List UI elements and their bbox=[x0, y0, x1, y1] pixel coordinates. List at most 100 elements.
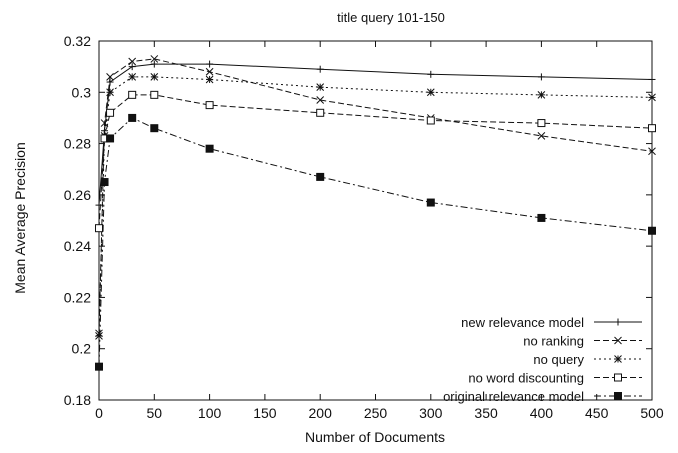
data-point bbox=[426, 198, 435, 207]
data-point-part bbox=[205, 144, 214, 153]
data-point-part bbox=[648, 124, 656, 133]
data-point-part bbox=[648, 93, 656, 102]
series-line bbox=[98, 58, 653, 334]
data-point-part bbox=[128, 73, 137, 81]
data-point bbox=[648, 93, 656, 102]
series-3 bbox=[95, 90, 656, 233]
data-point-part bbox=[316, 96, 325, 104]
data-point-part bbox=[316, 83, 325, 92]
x-tick-label: 250 bbox=[364, 405, 388, 421]
data-point bbox=[128, 57, 137, 66]
series-line bbox=[98, 76, 653, 336]
data-point-part bbox=[106, 73, 114, 81]
data-point bbox=[128, 90, 137, 99]
x-tick-label: 350 bbox=[474, 405, 498, 421]
legend-marker bbox=[614, 373, 622, 382]
legend-marker bbox=[614, 392, 622, 400]
x-tick-label: 450 bbox=[585, 405, 609, 421]
x-tick-label: 150 bbox=[253, 405, 277, 421]
data-point bbox=[128, 113, 137, 122]
data-point bbox=[95, 224, 103, 233]
series-group bbox=[95, 55, 656, 371]
legend-marker-part bbox=[614, 392, 622, 400]
legend-label: no query bbox=[533, 352, 584, 367]
data-point-part bbox=[648, 147, 656, 156]
data-point-part bbox=[205, 75, 214, 84]
data-point-part bbox=[537, 90, 546, 99]
data-point bbox=[128, 63, 136, 71]
data-point-part bbox=[537, 213, 546, 222]
data-point-part bbox=[100, 178, 109, 187]
data-point bbox=[648, 124, 656, 133]
x-tick-label: 100 bbox=[198, 405, 222, 421]
data-point-part bbox=[426, 198, 435, 207]
data-point bbox=[537, 73, 545, 81]
data-point bbox=[95, 362, 103, 371]
data-point-part bbox=[128, 57, 137, 66]
legend-marker-part bbox=[614, 355, 622, 363]
series-4 bbox=[95, 113, 656, 371]
series-0 bbox=[95, 60, 656, 209]
data-point bbox=[648, 226, 656, 235]
data-point bbox=[106, 108, 115, 117]
data-point bbox=[205, 101, 214, 110]
y-tick-label: 0.18 bbox=[64, 392, 91, 408]
data-point bbox=[316, 65, 324, 73]
data-point bbox=[106, 73, 114, 81]
data-point-part bbox=[537, 119, 546, 128]
data-point bbox=[316, 96, 325, 104]
data-point bbox=[150, 124, 159, 133]
data-point bbox=[128, 73, 137, 81]
legend-marker bbox=[614, 336, 622, 345]
y-tick-label: 0.3 bbox=[72, 84, 92, 100]
data-point bbox=[537, 90, 546, 99]
series-1 bbox=[95, 55, 656, 338]
chart-title: title query 101-150 bbox=[337, 10, 445, 25]
series-2 bbox=[95, 73, 656, 340]
data-point bbox=[537, 213, 546, 222]
data-point bbox=[205, 144, 214, 153]
data-point bbox=[648, 75, 656, 83]
legend-marker bbox=[614, 355, 622, 363]
data-point bbox=[427, 70, 435, 78]
y-tick-label: 0.24 bbox=[64, 238, 91, 254]
x-tick-label: 300 bbox=[419, 405, 443, 421]
data-point bbox=[426, 116, 435, 125]
data-point bbox=[537, 119, 546, 128]
y-tick-label: 0.32 bbox=[64, 33, 91, 49]
y-tick-label: 0.28 bbox=[64, 136, 91, 152]
data-point-part bbox=[205, 101, 214, 110]
data-point bbox=[150, 90, 159, 99]
data-point bbox=[205, 67, 214, 76]
data-point bbox=[100, 178, 109, 187]
data-point bbox=[150, 55, 159, 63]
data-point-part bbox=[426, 88, 435, 97]
data-point-part bbox=[150, 124, 159, 133]
data-point bbox=[316, 108, 325, 117]
data-point bbox=[150, 73, 159, 81]
data-point bbox=[426, 88, 435, 97]
data-point bbox=[206, 60, 214, 68]
data-point-part bbox=[106, 134, 115, 143]
data-point-part bbox=[426, 116, 435, 125]
legend-marker-part bbox=[614, 373, 622, 382]
data-point bbox=[316, 83, 325, 92]
x-tick-label: 400 bbox=[530, 405, 554, 421]
data-point-part bbox=[95, 332, 103, 340]
data-point bbox=[95, 201, 103, 209]
data-point-part bbox=[648, 226, 656, 235]
data-point-part bbox=[106, 108, 115, 117]
legend-marker bbox=[614, 318, 622, 326]
data-point bbox=[316, 172, 325, 181]
y-tick-label: 0.22 bbox=[64, 289, 91, 305]
data-point bbox=[537, 132, 546, 140]
data-point-part bbox=[128, 113, 137, 122]
data-point-part bbox=[316, 108, 325, 117]
data-point-part bbox=[128, 90, 137, 99]
data-point-part bbox=[150, 55, 159, 63]
legend-label: original relevance model bbox=[443, 389, 584, 404]
legend-label: no word discounting bbox=[468, 371, 584, 386]
legend-marker-part bbox=[614, 336, 622, 345]
data-point-part bbox=[150, 90, 159, 99]
y-axis-title: Mean Average Precision bbox=[12, 142, 28, 294]
